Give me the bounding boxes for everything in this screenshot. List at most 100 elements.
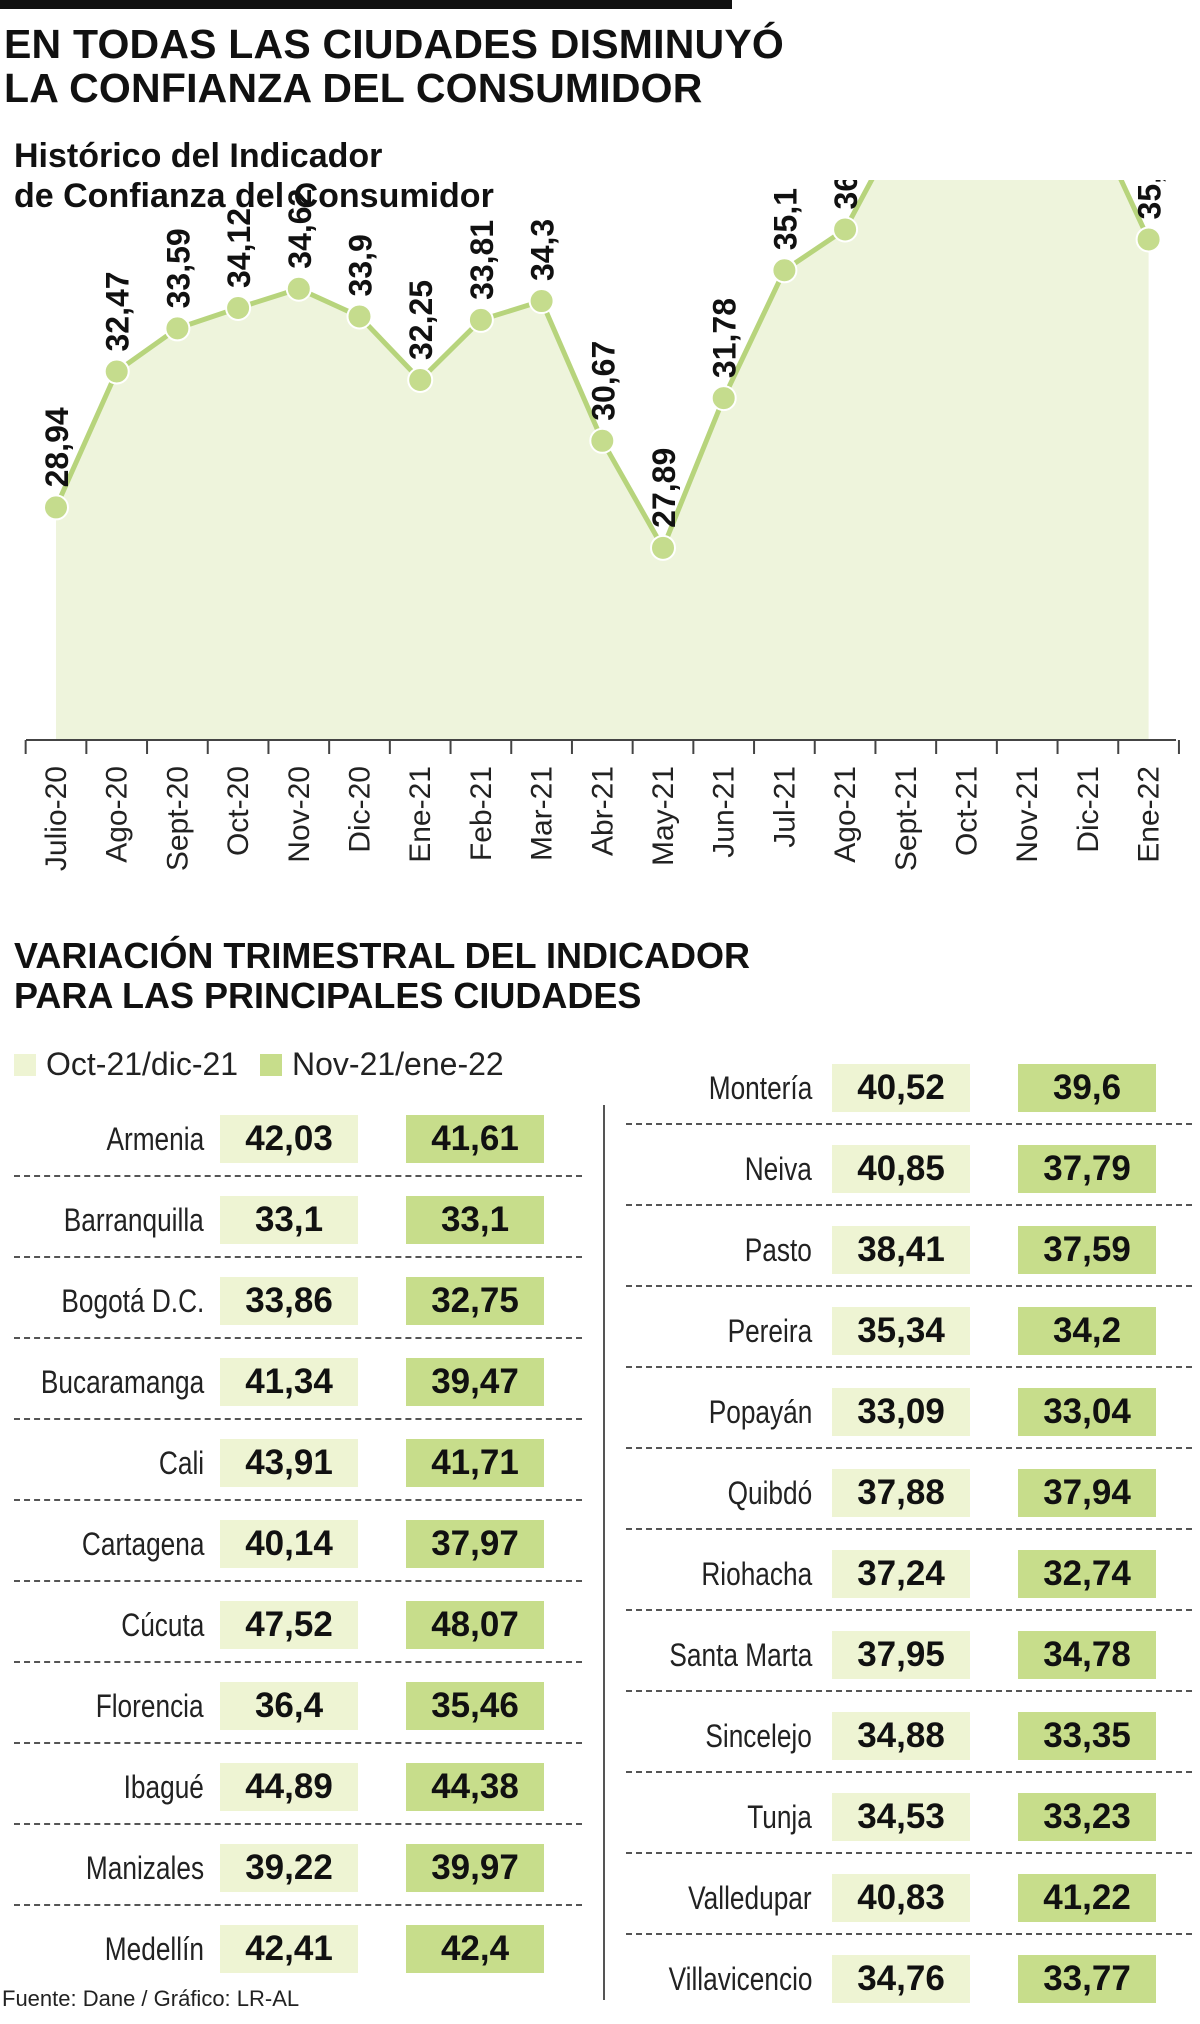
city-name: Pereira (727, 1313, 812, 1349)
x-tick-label: Jul-21 (768, 766, 801, 848)
confidence-area-chart: 28,94 32,47 33,59 34,12 34,62 33,9 32,25 33,81 3… (24, 180, 1180, 871)
table-row: Tunja 34,53 33,23 (626, 1775, 1192, 1855)
data-point (589, 427, 616, 454)
value-oct-dic: 34,76 (832, 1955, 970, 2003)
x-tick-label: Jun-21 (708, 766, 741, 858)
value-nov-ene: 33,1 (406, 1196, 544, 1244)
table-row: Ibagué 44,89 44,38 (14, 1745, 584, 1825)
value-nov-ene: 41,61 (406, 1115, 544, 1163)
row-separator (14, 1742, 582, 1744)
value-nov-ene: 33,04 (1018, 1388, 1156, 1436)
table-row: Neiva 40,85 37,79 (626, 1127, 1192, 1207)
data-label: 31,78 (707, 298, 743, 378)
data-label: 35,9 (1132, 180, 1168, 219)
value-oct-dic: 33,1 (220, 1196, 358, 1244)
data-point (43, 494, 69, 521)
table-row: Montería 40,52 39,6 (626, 1046, 1192, 1126)
row-separator (14, 1418, 582, 1420)
table-row: Popayán 33,09 33,04 (626, 1370, 1192, 1450)
row-separator (14, 1580, 582, 1582)
city-name: Bogotá D.C. (61, 1283, 204, 1319)
row-separator (14, 1337, 582, 1339)
x-tick-label: Julio-20 (40, 766, 73, 871)
table-row: Manizales 39,22 39,97 (14, 1826, 584, 1906)
data-point (103, 358, 130, 385)
table-row: Valledupar 40,83 41,22 (626, 1856, 1192, 1936)
value-oct-dic: 42,03 (220, 1115, 358, 1163)
legend-swatch-dark (260, 1053, 282, 1076)
table-row: Riohacha 37,24 32,74 (626, 1532, 1192, 1612)
row-separator (14, 1823, 582, 1825)
value-nov-ene: 48,07 (406, 1601, 544, 1649)
value-oct-dic: 33,86 (220, 1277, 358, 1325)
table-row: Bucaramanga 41,34 39,47 (14, 1340, 584, 1420)
city-name: Cartagena (81, 1526, 204, 1562)
legend-swatch-light (14, 1053, 36, 1076)
city-name: Popayán (708, 1394, 812, 1430)
value-nov-ene: 32,75 (406, 1277, 544, 1325)
x-axis-ticks (24, 740, 1180, 754)
row-separator (626, 1366, 1192, 1368)
table-row: Pereira 35,34 34,2 (626, 1289, 1192, 1369)
data-point (1135, 226, 1162, 253)
source-note: Fuente: Dane / Gráfico: LR-AL (2, 1986, 300, 2011)
data-point (407, 366, 434, 393)
value-nov-ene: 42,4 (406, 1925, 544, 1973)
x-tick-label: Ene-21 (404, 766, 437, 863)
value-nov-ene: 33,35 (1018, 1712, 1156, 1760)
x-tick-label: Feb-21 (465, 766, 498, 861)
city-name: Cúcuta (120, 1607, 204, 1643)
table-row: Cúcuta 47,52 48,07 (14, 1583, 584, 1663)
table-row: Sincelejo 34,88 33,35 (626, 1694, 1192, 1774)
city-name: Florencia (96, 1688, 204, 1724)
row-separator (626, 1123, 1192, 1125)
city-name: Quibdó (727, 1475, 812, 1511)
data-point (771, 257, 798, 284)
row-separator (626, 1609, 1192, 1611)
value-oct-dic: 41,34 (220, 1358, 358, 1406)
section-title-line-1: VARIACIÓN TRIMESTRAL DEL INDICADOR (14, 935, 751, 976)
chart-points (43, 216, 1162, 561)
row-separator (626, 1447, 1192, 1449)
value-oct-dic: 38,41 (832, 1226, 970, 1274)
city-name: Pasto (744, 1232, 812, 1268)
city-name: Barranquilla (63, 1202, 204, 1238)
section-title-line-2: PARA LAS PRINCIPALES CIUDADES (14, 975, 642, 1016)
data-point (225, 294, 252, 321)
value-nov-ene: 41,22 (1018, 1874, 1156, 1922)
x-tick-label: Oct-21 (951, 766, 984, 856)
x-tick-label: Nov-21 (1011, 766, 1044, 863)
x-tick-label: Sept-21 (890, 766, 923, 871)
value-oct-dic: 40,52 (832, 1064, 970, 1112)
value-nov-ene: 41,71 (406, 1439, 544, 1487)
top-rule (0, 0, 732, 9)
value-nov-ene: 33,23 (1018, 1793, 1156, 1841)
title-line-2: LA CONFIANZA DEL CONSUMIDOR (4, 65, 703, 111)
value-nov-ene: 34,2 (1018, 1307, 1156, 1355)
row-separator (14, 1175, 582, 1177)
value-oct-dic: 47,52 (220, 1601, 358, 1649)
row-separator (626, 1285, 1192, 1287)
page-title: EN TODAS LAS CIUDADES DISMINUYÓ LA CONFI… (4, 22, 784, 110)
value-oct-dic: 34,88 (832, 1712, 970, 1760)
column-divider (603, 1105, 605, 2000)
city-name: Tunja (747, 1799, 812, 1835)
x-tick-label: Abr-21 (586, 766, 619, 856)
row-separator (626, 1771, 1192, 1773)
data-label: 28,94 (39, 407, 75, 487)
table-row: Armenia 42,03 41,61 (14, 1097, 584, 1177)
data-label: 32,47 (100, 271, 136, 351)
table-row: Pasto 38,41 37,59 (626, 1208, 1192, 1288)
city-name: Cali (158, 1445, 204, 1481)
subtitle-line-2: de Confianza del Consumidor (14, 177, 494, 215)
value-nov-ene: 32,74 (1018, 1550, 1156, 1598)
data-label: 32,25 (403, 280, 439, 360)
data-label: 35,1 (767, 188, 803, 250)
title-line-1: EN TODAS LAS CIUDADES DISMINUYÓ (4, 21, 784, 67)
row-separator (14, 1904, 582, 1906)
data-point (832, 216, 859, 243)
x-tick-label: Nov-20 (283, 766, 316, 863)
city-name: Villavicencio (668, 1961, 812, 1997)
data-point (650, 534, 676, 561)
value-oct-dic: 36,4 (220, 1682, 358, 1730)
